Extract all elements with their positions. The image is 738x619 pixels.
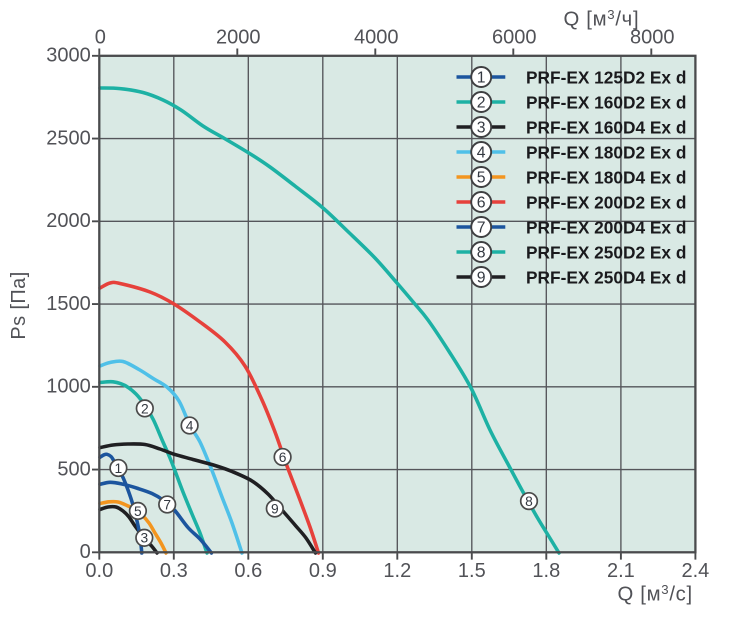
svg-text:1.5: 1.5 [458, 560, 486, 582]
svg-text:PRF-EX 250D4 Ex d: PRF-EX 250D4 Ex d [526, 267, 686, 287]
svg-text:2.1: 2.1 [607, 560, 635, 582]
svg-text:PRF-EX 200D2 Ex d: PRF-EX 200D2 Ex d [526, 192, 686, 212]
svg-text:8: 8 [525, 494, 533, 509]
svg-text:5: 5 [477, 170, 486, 187]
svg-text:8000: 8000 [630, 27, 675, 49]
svg-text:9: 9 [477, 270, 486, 287]
svg-text:5: 5 [134, 504, 142, 519]
svg-text:4: 4 [186, 418, 194, 433]
svg-text:Ps [Па]: Ps [Па] [8, 271, 30, 339]
svg-text:6000: 6000 [492, 27, 537, 49]
svg-text:2000: 2000 [216, 27, 261, 49]
svg-text:0.9: 0.9 [309, 560, 337, 582]
svg-text:PRF-EX 160D4 Ex d: PRF-EX 160D4 Ex d [526, 117, 686, 137]
svg-text:3: 3 [140, 531, 148, 546]
svg-text:3: 3 [477, 120, 486, 137]
svg-text:PRF-EX 125D2 Ex d: PRF-EX 125D2 Ex d [526, 67, 686, 87]
svg-text:2: 2 [141, 401, 149, 416]
svg-text:PRF-EX 250D2 Ex d: PRF-EX 250D2 Ex d [526, 242, 686, 262]
svg-text:0.3: 0.3 [160, 560, 188, 582]
svg-text:6: 6 [279, 450, 287, 465]
svg-text:500: 500 [57, 458, 90, 480]
svg-text:Q [м3/ч]: Q [м3/ч] [564, 7, 640, 31]
svg-text:PRF-EX 180D4 Ex d: PRF-EX 180D4 Ex d [526, 167, 686, 187]
svg-text:7: 7 [477, 220, 486, 237]
svg-text:2000: 2000 [46, 210, 91, 232]
svg-text:PRF-EX 180D2 Ex d: PRF-EX 180D2 Ex d [526, 142, 686, 162]
svg-text:4: 4 [477, 145, 486, 162]
svg-text:8: 8 [477, 245, 486, 262]
svg-text:1: 1 [115, 461, 123, 476]
svg-text:1: 1 [477, 70, 486, 87]
svg-text:0.6: 0.6 [234, 560, 262, 582]
svg-text:2.4: 2.4 [681, 560, 709, 582]
svg-text:PRF-EX 160D2 Ex d: PRF-EX 160D2 Ex d [526, 92, 686, 112]
svg-text:1500: 1500 [46, 293, 91, 315]
svg-text:2: 2 [477, 95, 486, 112]
svg-text:0: 0 [95, 27, 106, 49]
svg-text:7: 7 [163, 497, 171, 512]
svg-text:0.0: 0.0 [85, 560, 113, 582]
svg-text:Q [м3/с]: Q [м3/с] [618, 582, 693, 606]
svg-text:2500: 2500 [46, 127, 91, 149]
svg-text:1000: 1000 [46, 376, 91, 398]
svg-text:0: 0 [80, 541, 91, 563]
svg-text:6: 6 [477, 195, 486, 212]
svg-text:1.2: 1.2 [383, 560, 411, 582]
svg-text:3000: 3000 [46, 45, 91, 67]
svg-text:1.8: 1.8 [532, 560, 560, 582]
svg-text:4000: 4000 [354, 27, 399, 49]
svg-text:9: 9 [271, 501, 279, 516]
svg-text:PRF-EX 200D4 Ex d: PRF-EX 200D4 Ex d [526, 217, 686, 237]
